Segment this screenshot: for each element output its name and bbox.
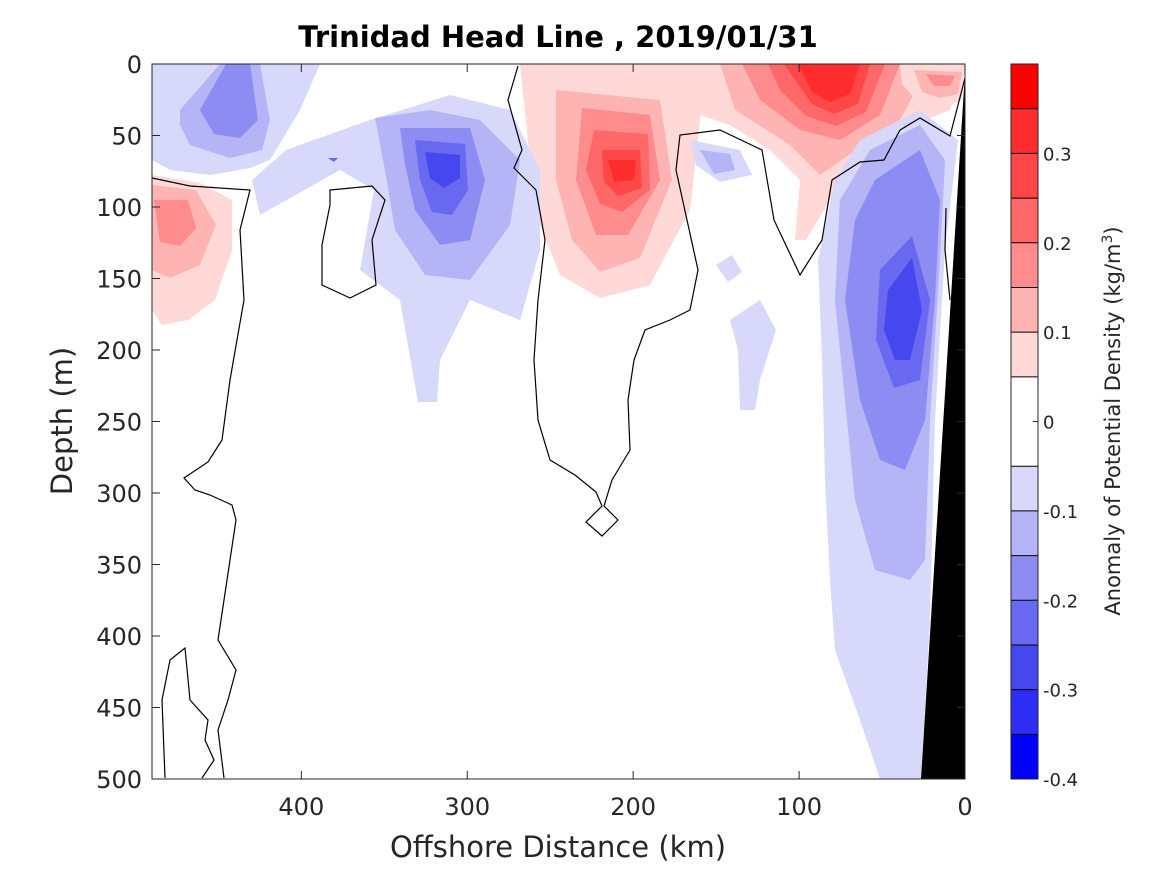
colorbar-label: Anomaly of Potential Density (kg/m3) — [1100, 226, 1125, 615]
y-tick-label: 50 — [111, 123, 142, 151]
contour-fill — [154, 200, 196, 246]
zero-contour-line — [944, 207, 951, 301]
colorbar-bin — [1011, 600, 1038, 645]
contour-fill — [798, 64, 860, 102]
zero-contour-line — [161, 646, 215, 779]
x-axis-ticks: 400 300 200 100 0 — [278, 64, 973, 821]
x-tick-label: 0 — [957, 793, 972, 821]
contour-fill — [716, 255, 742, 282]
colorbar-bin — [1011, 242, 1038, 288]
x-axis-label: Offshore Distance (km) — [390, 830, 726, 864]
zero-contour-line — [152, 177, 251, 779]
y-tick-label: 100 — [96, 194, 142, 222]
colorbar-bin — [1011, 287, 1038, 333]
zero-contour-line — [321, 185, 386, 299]
y-tick-label: 250 — [96, 409, 142, 437]
colorbar-tick-label: -0.4 — [1043, 770, 1078, 791]
y-tick-label: 450 — [96, 695, 142, 723]
colorbar-label-superscript: 3 — [1100, 235, 1116, 244]
colorbar-tick-label: -0.3 — [1043, 681, 1078, 702]
contour-fill — [328, 158, 338, 162]
contour-fill — [608, 160, 636, 182]
x-tick-label: 100 — [776, 793, 822, 821]
contour-fill — [200, 64, 258, 138]
zero-contour-line — [507, 65, 965, 537]
y-tick-label: 300 — [96, 480, 142, 508]
y-tick-label: 200 — [96, 337, 142, 365]
contour-fill — [700, 150, 735, 174]
x-tick-label: 300 — [444, 793, 490, 821]
seafloor-bathymetry — [921, 72, 965, 779]
x-tick-label: 400 — [278, 793, 324, 821]
colorbar-tick-label: 0 — [1043, 413, 1054, 434]
y-axis-label: Depth (m) — [45, 347, 79, 495]
contour-fill — [425, 152, 460, 188]
colorbar-bin — [1011, 64, 1038, 109]
colorbar-bin — [1011, 153, 1038, 199]
colorbar-bin — [1011, 198, 1038, 243]
colorbar-bin — [1011, 466, 1038, 511]
colorbar-bin — [1011, 332, 1038, 377]
y-tick-label: 500 — [96, 766, 142, 794]
contour-fill — [884, 258, 922, 360]
colorbar-bin — [1011, 555, 1038, 601]
colorbar-bin — [1011, 644, 1038, 690]
x-tick-label: 200 — [610, 793, 656, 821]
colorbar-tick-label: 0.3 — [1043, 144, 1072, 165]
y-tick-label: 400 — [96, 623, 142, 651]
colorbar-label-main: Anomaly of Potential Density (kg/m — [1101, 244, 1125, 616]
contour-fill — [730, 300, 776, 410]
anomaly-contour-fills — [152, 64, 965, 779]
colorbar-tick-label: 0.1 — [1043, 323, 1072, 344]
colorbar-label-close: ) — [1101, 226, 1125, 234]
colorbar-tick-label: 0.2 — [1043, 234, 1072, 255]
y-tick-label: 0 — [127, 51, 142, 79]
zero-contour-lines — [152, 65, 965, 779]
colorbar — [1010, 63, 1039, 780]
chart-title: Trinidad Head Line , 2019/01/31 — [298, 20, 818, 54]
colorbar-bin — [1011, 734, 1038, 779]
colorbar-tick-label: -0.2 — [1043, 591, 1078, 612]
contour-fill — [926, 74, 955, 86]
colorbar-bin — [1011, 108, 1038, 154]
colorbar-bin — [1011, 510, 1038, 556]
y-axis-ticks: 0 50 100 150 200 250 300 350 400 450 500 — [96, 51, 965, 794]
y-tick-label: 150 — [96, 266, 142, 294]
colorbar-tick-label: -0.1 — [1043, 502, 1078, 523]
colorbar-ticks: 0.3 0.2 0.1 0 -0.1 -0.2 -0.3 -0.4 — [1033, 144, 1078, 791]
y-tick-label: 350 — [96, 552, 142, 580]
colorbar-bin — [1011, 689, 1038, 735]
